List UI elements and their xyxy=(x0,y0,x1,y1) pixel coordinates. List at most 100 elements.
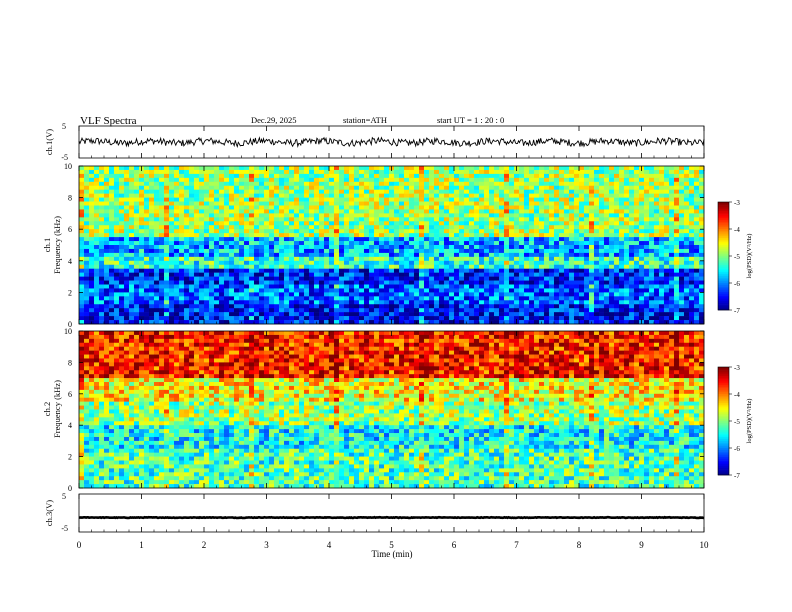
spectrogram-cell xyxy=(84,256,90,262)
spectrogram-cell xyxy=(674,256,680,262)
spectrogram-cell xyxy=(644,209,650,214)
spectrogram-cell xyxy=(104,169,110,175)
spectrogram-cell xyxy=(439,225,445,230)
spectrogram-cell xyxy=(579,169,585,175)
spectrogram-cell xyxy=(309,177,315,183)
spectrogram-cell xyxy=(319,296,325,301)
spectrogram-cell xyxy=(214,300,220,305)
spectrogram-cell xyxy=(369,252,375,258)
spectrogram-cell xyxy=(214,181,220,187)
spectrogram-cell xyxy=(564,229,570,234)
spectrogram-cell xyxy=(209,225,215,230)
spectrogram-cell xyxy=(204,229,210,234)
spectrogram-cell xyxy=(574,225,580,230)
spectrogram-cell xyxy=(374,264,380,269)
spectrogram-cell xyxy=(694,169,700,175)
spectrogram-cell xyxy=(319,284,325,289)
spectrogram-cell xyxy=(529,185,535,190)
spectrogram-cell xyxy=(599,193,605,198)
spectrogram-cell xyxy=(234,181,240,187)
spectrogram-cell xyxy=(549,213,555,218)
spectrogram-cell xyxy=(279,185,285,190)
spectrogram-cell xyxy=(159,312,165,317)
spectrogram-cell xyxy=(429,237,435,242)
spectrogram-cell xyxy=(484,241,490,246)
spectrogram-cell xyxy=(564,260,570,266)
spectrogram-cell xyxy=(149,217,155,222)
spectrogram-cell xyxy=(624,217,630,222)
spectrogram-cell xyxy=(79,256,85,262)
spectrogram-cell xyxy=(634,193,640,198)
spectrogram-cell xyxy=(289,292,295,297)
spectrogram-cell xyxy=(614,177,620,183)
spectrogram-cell xyxy=(529,209,535,214)
spectrogram-cell xyxy=(314,292,320,297)
spectrogram-cell xyxy=(569,308,575,313)
spectrogram-cell xyxy=(614,193,620,198)
spectrogram-cell xyxy=(179,245,185,250)
spectrogram-cell xyxy=(614,272,620,277)
spectrogram-cell xyxy=(189,233,195,238)
spectrogram-cell xyxy=(474,248,480,254)
spectrogram-cell xyxy=(189,296,195,301)
spectrogram-cell xyxy=(329,237,335,242)
spectrogram-cell xyxy=(539,260,545,266)
spectrogram-cell xyxy=(689,252,695,258)
spectrogram-cell xyxy=(209,201,215,206)
spectrogram-cell xyxy=(569,268,575,273)
spectrogram-cell xyxy=(599,241,605,246)
spectrogram-cell xyxy=(409,252,415,258)
spectrogram-cell xyxy=(489,252,495,258)
spectrogram-cell xyxy=(349,304,355,309)
spectrogram-cell xyxy=(239,201,245,206)
spectrogram-cell xyxy=(429,256,435,262)
spectrogram-cell xyxy=(459,288,465,293)
spectrogram-cell xyxy=(624,276,630,281)
spectrogram-cell xyxy=(639,256,645,262)
spectrogram-cell xyxy=(324,237,330,242)
spectrogram-cell xyxy=(579,209,585,214)
spectrogram-cell xyxy=(284,237,290,242)
spectrogram-cell xyxy=(199,284,205,289)
spectrogram-cell xyxy=(134,288,140,293)
spectrogram-cell xyxy=(79,217,85,222)
spectrogram-cell xyxy=(244,166,250,171)
spectrogram-cell xyxy=(254,280,260,285)
spectrogram-cell xyxy=(209,185,215,190)
spectrogram-cell xyxy=(104,221,110,226)
spectrogram-cell xyxy=(589,173,595,179)
spectrogram-cell xyxy=(334,205,340,210)
spectrogram-cell xyxy=(264,241,270,246)
spectrogram-cell xyxy=(419,308,425,313)
spectrogram-cell xyxy=(184,245,190,250)
spectrogram-cell xyxy=(559,248,565,254)
spectrogram-cell xyxy=(699,304,705,309)
spectrogram-cell xyxy=(409,166,415,171)
spectrogram-cell xyxy=(404,209,410,214)
spectrogram-cell xyxy=(644,229,650,234)
spectrogram-cell xyxy=(174,241,180,246)
spectrogram-cell xyxy=(319,256,325,262)
spectrogram-cell xyxy=(169,284,175,289)
spectrogram-cell xyxy=(609,280,615,285)
spectrogram-cell xyxy=(119,280,125,285)
spectrogram-cell xyxy=(164,193,170,198)
spectrogram-cell xyxy=(94,284,100,289)
spectrogram-cell xyxy=(504,252,510,258)
spectrogram-cell xyxy=(494,252,500,258)
spectrogram-cell xyxy=(369,181,375,187)
spectrogram-cell xyxy=(379,177,385,183)
spectrogram-cell xyxy=(599,245,605,250)
spectrogram-cell xyxy=(699,181,705,187)
spectrogram-cell xyxy=(149,193,155,198)
spectrogram-cell xyxy=(299,185,305,190)
spectrogram-cell xyxy=(414,237,420,242)
spectrogram-cell xyxy=(324,245,330,250)
spectrogram-cell xyxy=(84,209,90,214)
spectrogram-cell xyxy=(549,237,555,242)
spectrogram-cell xyxy=(239,241,245,246)
spectrogram-cell xyxy=(594,272,600,277)
spectrogram-cell xyxy=(179,304,185,309)
spectrogram-cell xyxy=(579,312,585,317)
spectrogram-cell xyxy=(569,173,575,179)
